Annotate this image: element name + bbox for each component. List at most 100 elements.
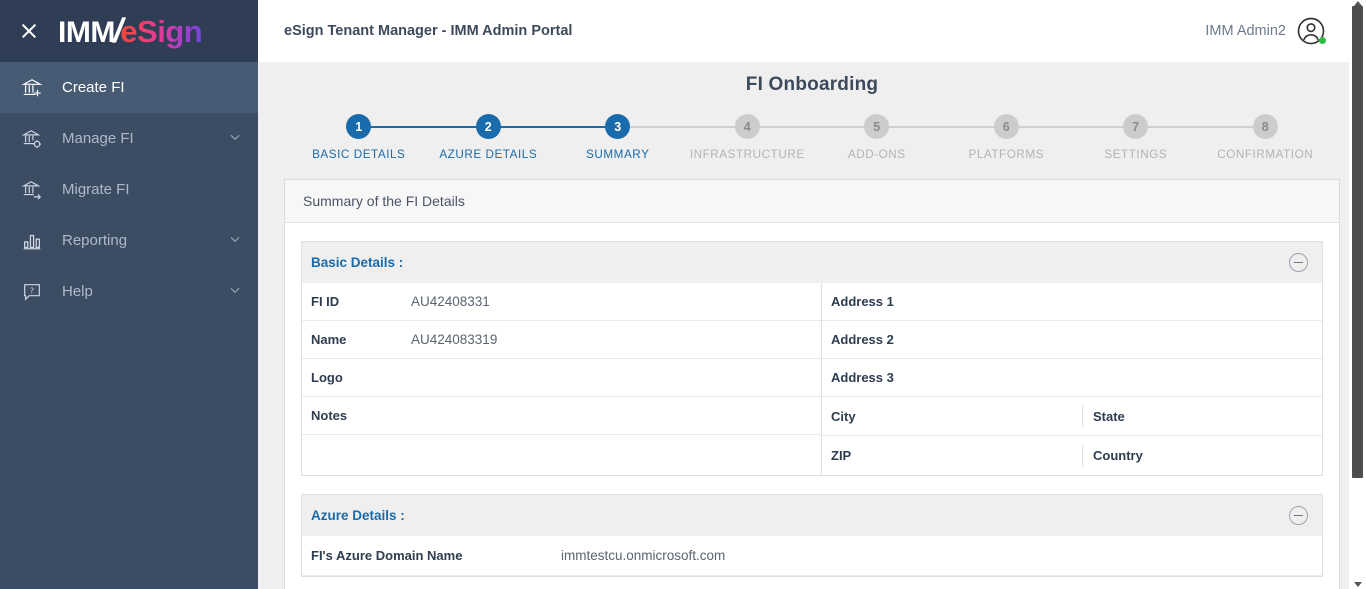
chevron-down-icon[interactable] xyxy=(228,283,244,301)
table-row: Address 1 xyxy=(822,283,1322,321)
field-city: City xyxy=(822,409,1082,424)
table-row: Logo xyxy=(302,359,821,397)
step-connector xyxy=(358,126,489,128)
question-bubble-icon: ? xyxy=(16,281,48,303)
step-label: SUMMARY xyxy=(586,148,650,161)
table-row: Notes xyxy=(302,397,821,435)
step-connector xyxy=(876,126,1007,128)
sidebar-item-reporting[interactable]: Reporting xyxy=(0,215,258,266)
sidebar-item-migrate-fi[interactable]: Migrate FI xyxy=(0,164,258,215)
basic-details-grid: FI ID AU42408331 Name AU424083319 Logo xyxy=(302,283,1322,475)
step-number: 7 xyxy=(1123,114,1149,139)
status-online-dot xyxy=(1319,36,1326,44)
table-row: Address 3 xyxy=(822,359,1322,397)
summary-panel-header: Summary of the FI Details xyxy=(285,180,1339,223)
content-area: FI Onboarding 1 BASIC DETAILS 2 AZURE DE… xyxy=(258,62,1366,589)
chevron-down-icon[interactable] xyxy=(228,232,244,250)
field-label: Notes xyxy=(311,408,348,423)
sidebar-item-label: Reporting xyxy=(62,232,128,249)
field-label: FI's Azure Domain Name xyxy=(311,548,463,563)
step-settings[interactable]: 7 SETTINGS xyxy=(1071,114,1266,161)
sidebar-nav: Create FI Manage FI xyxy=(0,62,258,589)
step-connector xyxy=(488,126,618,128)
step-label: AZURE DETAILS xyxy=(439,148,538,161)
bank-arrow-icon xyxy=(16,179,48,201)
sidebar-header: IMM / eSign xyxy=(0,0,258,62)
step-number: 6 xyxy=(993,114,1019,139)
bank-gear-icon xyxy=(16,128,48,150)
chevron-down-icon[interactable] xyxy=(228,130,244,148)
sidebar-item-create-fi[interactable]: Create FI xyxy=(0,62,258,113)
main-area: eSign Tenant Manager - IMM Admin Portal … xyxy=(258,0,1366,589)
sidebar-item-help[interactable]: ? Help xyxy=(0,266,258,317)
step-label: INFRASTRUCTURE xyxy=(689,148,805,161)
section-azure-details: Azure Details : FI's Azure Domain Name i… xyxy=(301,494,1323,577)
close-icon[interactable] xyxy=(16,18,42,44)
field-label: Country xyxy=(1093,448,1143,463)
logo-text-esign: eSign xyxy=(120,13,203,49)
field-label: State xyxy=(1093,408,1125,424)
sidebar-item-label: Migrate FI xyxy=(62,181,130,198)
table-row: Name AU424083319 xyxy=(302,321,821,359)
table-row: Address 2 xyxy=(822,321,1322,359)
field-value: AU42408331 xyxy=(411,294,490,309)
scroll-down-arrow-icon[interactable] xyxy=(1354,582,1362,587)
minus-circle-icon[interactable] xyxy=(1289,253,1308,272)
step-connector xyxy=(1135,126,1266,128)
summary-panel-body: Basic Details : FI ID AU42408331 Name xyxy=(285,223,1339,577)
onboarding-stepper: 1 BASIC DETAILS 2 AZURE DETAILS 3 SUMMAR… xyxy=(278,114,1346,161)
field-label: Address 3 xyxy=(831,370,894,385)
sidebar-item-label: Manage FI xyxy=(62,130,134,147)
step-label: ADD-ONS xyxy=(847,148,906,161)
step-label: PLATFORMS xyxy=(968,148,1044,161)
user-account-menu[interactable]: IMM Admin2 xyxy=(1205,16,1326,46)
bank-plus-icon xyxy=(16,77,48,99)
field-label: Name xyxy=(311,332,347,347)
field-zip: ZIP xyxy=(822,448,1082,463)
scroll-up-arrow-icon[interactable] xyxy=(1354,1,1362,6)
user-avatar-icon[interactable] xyxy=(1296,16,1326,46)
step-number: 5 xyxy=(864,114,890,139)
table-row: City State xyxy=(822,397,1322,436)
table-row: FI's Azure Domain Name immtestcu.onmicro… xyxy=(302,536,1322,576)
field-label: City xyxy=(831,408,856,424)
page-title: eSign Tenant Manager - IMM Admin Portal xyxy=(284,22,573,39)
step-platforms[interactable]: 6 PLATFORMS xyxy=(942,114,1136,161)
vertical-scrollbar[interactable] xyxy=(1349,0,1366,589)
bar-chart-icon xyxy=(16,230,48,252)
step-summary[interactable]: 3 SUMMARY xyxy=(553,114,748,161)
scrollbar-thumb[interactable] xyxy=(1352,6,1363,478)
field-label: Address 1 xyxy=(831,294,894,309)
section-title: Azure Details : xyxy=(311,508,405,523)
field-country: Country xyxy=(1082,444,1322,467)
app-logo: IMM / eSign xyxy=(58,12,203,51)
table-row xyxy=(302,435,821,474)
basic-details-left-column: FI ID AU42408331 Name AU424083319 Logo xyxy=(302,283,822,475)
basic-details-right-column: Address 1 Address 2 Address 3 xyxy=(822,283,1322,475)
sidebar-item-label: Create FI xyxy=(62,79,125,96)
field-value: AU424083319 xyxy=(411,332,498,347)
field-label: Address 2 xyxy=(831,332,894,347)
sidebar: IMM / eSign Create FI xyxy=(0,0,258,589)
step-number: 1 xyxy=(346,114,372,139)
table-row: ZIP Country xyxy=(822,436,1322,475)
sidebar-item-manage-fi[interactable]: Manage FI xyxy=(0,113,258,164)
step-number: 3 xyxy=(605,114,631,139)
step-number: 2 xyxy=(475,114,501,139)
section-title: Basic Details : xyxy=(311,255,404,270)
step-confirmation[interactable]: 8 CONFIRMATION xyxy=(1201,114,1331,161)
field-label: Logo xyxy=(311,370,343,385)
step-label: BASIC DETAILS xyxy=(312,148,406,161)
step-connector xyxy=(617,126,748,128)
step-azure-details[interactable]: 2 AZURE DETAILS xyxy=(424,114,618,161)
minus-circle-icon[interactable] xyxy=(1289,506,1308,525)
table-row: FI ID AU42408331 xyxy=(302,283,821,321)
step-basic-details[interactable]: 1 BASIC DETAILS xyxy=(294,114,489,161)
step-infrastructure[interactable]: 4 INFRASTRUCTURE xyxy=(683,114,877,161)
section-basic-details: Basic Details : FI ID AU42408331 Name xyxy=(301,241,1323,476)
top-header-bar: eSign Tenant Manager - IMM Admin Portal … xyxy=(258,0,1366,62)
step-label: CONFIRMATION xyxy=(1217,148,1314,161)
step-add-ons[interactable]: 5 ADD-ONS xyxy=(812,114,1007,161)
field-value: immtestcu.onmicrosoft.com xyxy=(561,548,726,563)
